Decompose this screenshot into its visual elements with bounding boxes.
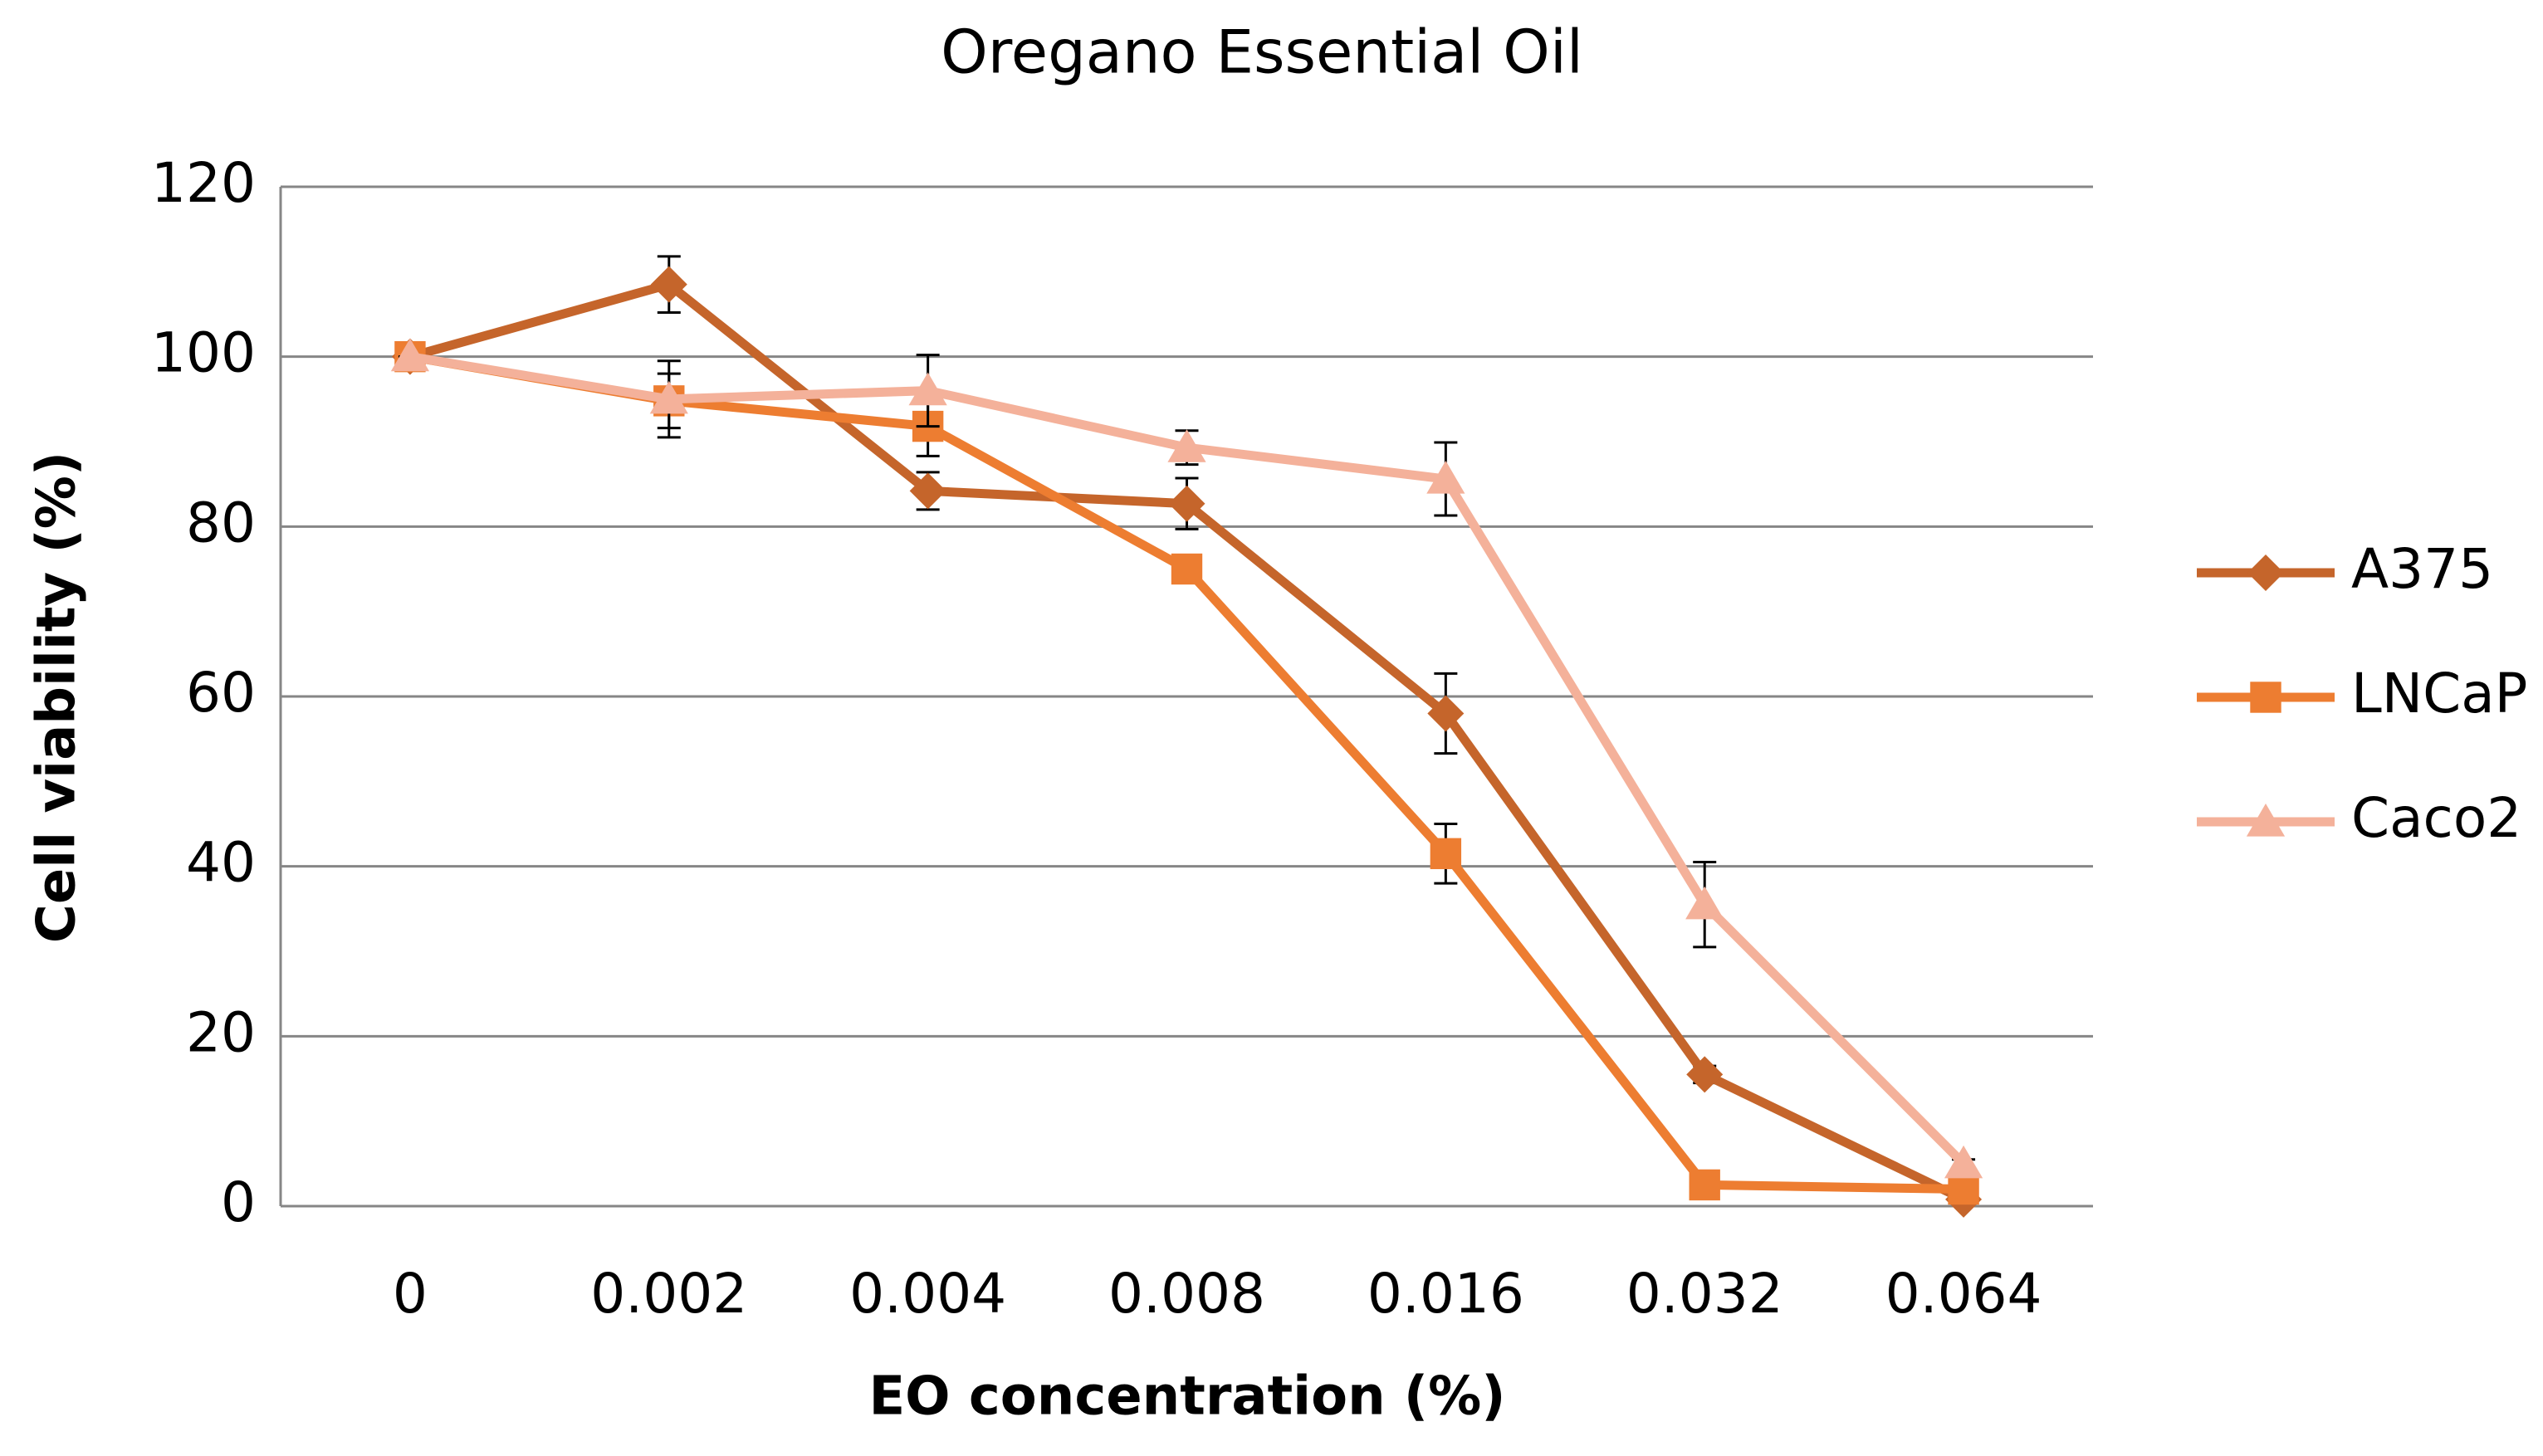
x-tick-label: 0.002 [590, 1262, 747, 1326]
x-axis-title: EO concentration (%) [868, 1366, 1505, 1428]
point [1430, 838, 1462, 870]
x-tick-label: 0.064 [1885, 1262, 2042, 1326]
point [1427, 695, 1465, 732]
y-tick-label: 100 [151, 321, 256, 385]
y-tick-label: 0 [221, 1170, 256, 1234]
y-tick-label: 20 [186, 1000, 256, 1064]
point [649, 380, 688, 414]
legend-label: LNCaP [2351, 662, 2527, 726]
x-tick-label: 0 [393, 1262, 428, 1326]
y-axis-title: Cell viability (%) [27, 452, 88, 943]
point [1168, 485, 1205, 522]
y-tick-label: 40 [186, 831, 256, 895]
point [650, 266, 687, 303]
point [390, 338, 430, 372]
y-tick-label: 120 [151, 151, 256, 215]
point [2247, 555, 2284, 591]
point [1948, 1173, 1979, 1205]
point [2246, 804, 2286, 837]
point [1171, 553, 1203, 585]
x-tick-label: 0.016 [1367, 1262, 1524, 1326]
point [2250, 682, 2281, 713]
x-tick-label: 0.004 [849, 1262, 1006, 1326]
point [1689, 1169, 1720, 1201]
point [1167, 429, 1206, 462]
x-tick-label: 0.032 [1626, 1262, 1783, 1326]
x-tick-label: 0.008 [1108, 1262, 1265, 1326]
legend-label: Caco2 [2351, 786, 2521, 850]
point [908, 372, 947, 406]
y-tick-label: 60 [186, 661, 256, 725]
point [1686, 1056, 1724, 1093]
point [1685, 886, 1724, 920]
y-tick-label: 80 [186, 491, 256, 555]
chart-title: Oregano Essential Oil [941, 17, 1583, 87]
point [1426, 461, 1465, 494]
point [1944, 1145, 1983, 1179]
point [909, 472, 946, 510]
legend-label: A375 [2351, 537, 2493, 601]
